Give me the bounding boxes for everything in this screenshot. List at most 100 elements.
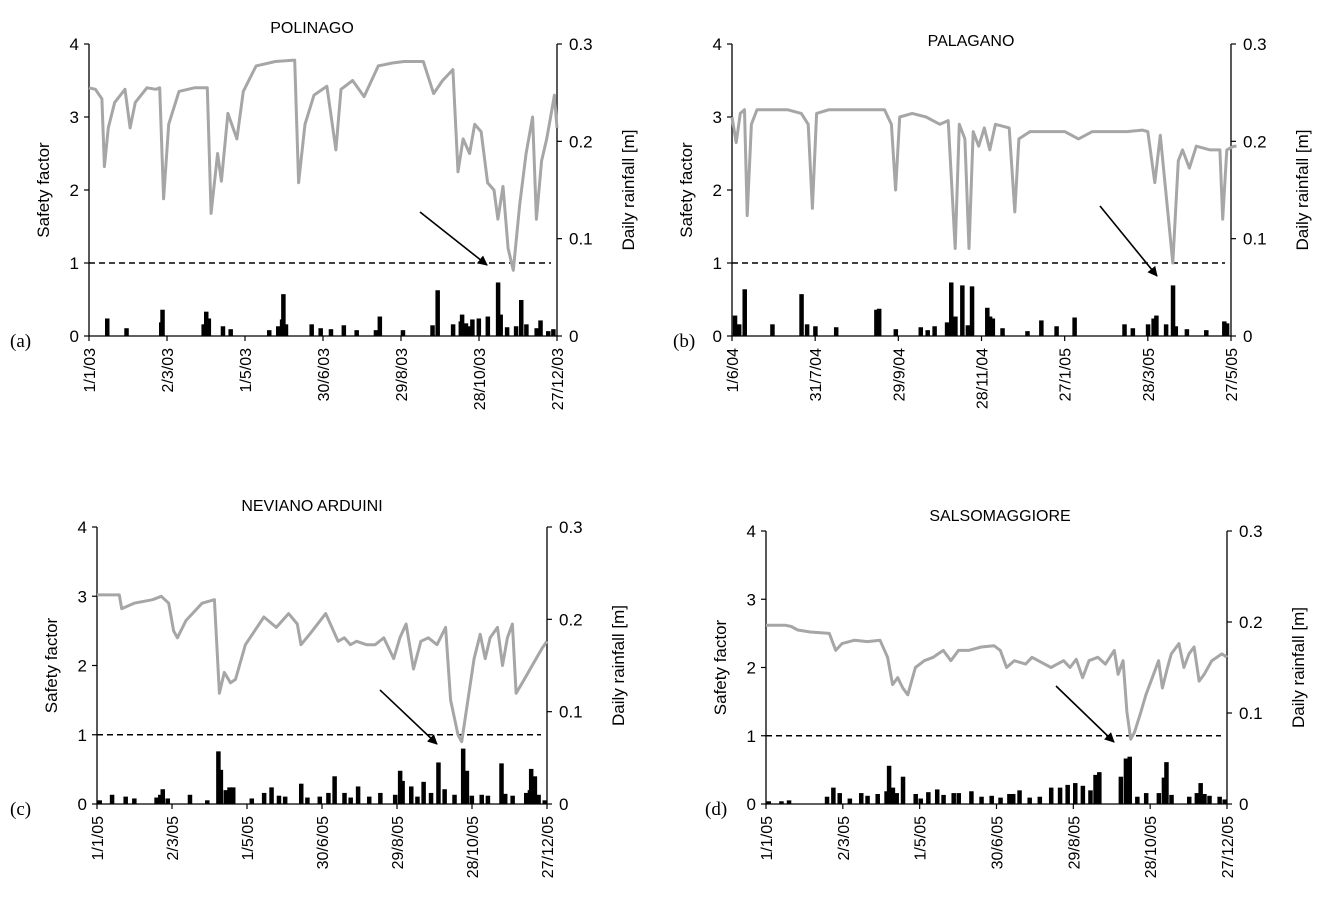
rainfall-bar (1130, 328, 1136, 336)
rainfall-bar (421, 781, 426, 804)
rainfall-bar (875, 793, 880, 804)
rainfall-bar (884, 791, 889, 804)
panel-label: (b) (673, 331, 695, 352)
rainfall-bar (267, 330, 272, 336)
rainfall-bar (463, 323, 469, 336)
x-tick-label: 29/8/05 (1066, 816, 1083, 869)
y-tick-label-left: 1 (78, 726, 87, 745)
rainfall-bar (160, 789, 166, 804)
y-axis-label-right: Daily rainfall [m] (1289, 607, 1308, 728)
rainfall-bar (1145, 324, 1151, 336)
rainfall-bar (123, 796, 128, 804)
y-tick-label-left: 0 (70, 327, 79, 346)
x-tick-label: 28/10/05 (1143, 816, 1160, 878)
y-tick-label-right: 0 (1243, 327, 1252, 346)
rainfall-bar (450, 324, 456, 336)
rainfall-bar (223, 790, 229, 804)
panel-b: PALAGANO (b) 0 1 2 3 4 0 0.1 0.2 0.3 1/6/04 31/7/04 2… (673, 33, 1312, 409)
y-tick-label-left: 0 (747, 795, 756, 814)
y-tick-label-left: 1 (713, 254, 722, 273)
rainfall-bar (528, 768, 534, 804)
rainfall-bar (154, 797, 159, 804)
y-tick-label-right: 0 (569, 327, 578, 346)
rainfall-bar (366, 796, 372, 804)
rainfall-bar (341, 325, 347, 336)
rainfall-bar (495, 282, 501, 336)
rainfall-bar (1025, 331, 1030, 336)
rainfall-bar (283, 324, 289, 336)
y-tick-label-left: 3 (70, 108, 79, 127)
rainfall-bar (985, 307, 990, 336)
x-tick-label: 2/3/05 (836, 816, 853, 861)
rainfall-bar (813, 326, 818, 336)
rainfall-bar (276, 795, 282, 804)
y-tick-label-right: 0 (1239, 795, 1248, 814)
y-tick-label-left: 4 (713, 35, 722, 54)
rainfall-bar (269, 787, 274, 804)
rainfall-bar (105, 318, 110, 336)
rainfall-bar (1169, 794, 1174, 804)
rainfall-bar (510, 795, 515, 804)
rainfall-bar (430, 325, 435, 336)
chart-title: SALSOMAGGIORE (929, 508, 1070, 525)
y-tick-label-right: 0.1 (559, 703, 583, 722)
y-tick-label-right: 0.3 (569, 35, 593, 54)
rainfall-bar (1143, 793, 1149, 804)
rainfall-bar (786, 800, 792, 804)
x-tick-label: 27/12/05 (1220, 816, 1237, 878)
rainfall-bar (890, 787, 896, 804)
rainfall-bar (913, 793, 918, 804)
rainfall-bar (523, 792, 529, 804)
rainfall-bar (1184, 329, 1190, 336)
chart-title: POLINAGO (270, 20, 354, 37)
x-tick-label: 28/3/05 (1141, 348, 1158, 401)
rainfall-bar (132, 798, 137, 804)
rainfall-bar (187, 794, 193, 804)
rainfall-bar (228, 329, 233, 336)
rainfall-bar (204, 311, 209, 336)
x-tick-label: 28/11/04 (975, 348, 992, 409)
failure-arrow (1055, 685, 1115, 743)
rainfall-bar (435, 290, 440, 336)
rainfall-bar (479, 794, 484, 804)
y-tick-label-left: 1 (747, 727, 756, 746)
rainfall-bar (392, 794, 398, 804)
rainfall-bar (216, 751, 221, 804)
rainfall-bar (281, 294, 286, 336)
rainfall-bar (205, 800, 210, 804)
rainfall-bar (309, 324, 314, 336)
rainfall-bar (160, 309, 165, 336)
safety-factor-line (88, 58, 559, 272)
rainfall-bar (766, 801, 772, 804)
y-tick-label-left: 4 (70, 35, 79, 54)
rainfall-bar (1017, 790, 1022, 804)
rainfall-bar (546, 331, 551, 336)
rainfall-bar (847, 798, 853, 804)
y-tick-label-right: 0.1 (569, 230, 593, 249)
chart-title: NEVIANO ARDUINI (241, 498, 382, 515)
x-tick-label: 30/6/03 (316, 348, 333, 401)
y-axis-label-left: Safety factor (42, 617, 61, 713)
rainfall-bar (1222, 799, 1227, 804)
rainfall-bar (979, 796, 984, 804)
panel-c: NEVIANO ARDUINI (c) 0 1 2 3 4 0 0.1 0.2 0.3 1/1/05 2… (10, 498, 628, 878)
rainfall-bar (400, 780, 405, 804)
rainfall-bar (504, 327, 510, 336)
rainfall-bar (874, 309, 879, 336)
rainfall-bar (1151, 318, 1156, 336)
rainfall-bar (470, 319, 475, 336)
rainfall-bar (298, 783, 304, 804)
y-tick-label-left: 3 (747, 590, 756, 609)
panel-label: (a) (10, 331, 31, 352)
rainfall-bar (109, 794, 115, 804)
rainfall-bar (485, 316, 491, 336)
rainfall-bar (378, 792, 383, 804)
rainfall-bar (833, 327, 839, 336)
y-tick-label-left: 4 (747, 522, 756, 541)
failure-arrow (419, 211, 488, 266)
y-tick-label-left: 1 (70, 254, 79, 273)
rainfall-bar (900, 776, 906, 804)
rainfall-bar (1187, 796, 1192, 804)
rainfall-bar (464, 770, 470, 804)
rainfall-bar (318, 328, 323, 336)
